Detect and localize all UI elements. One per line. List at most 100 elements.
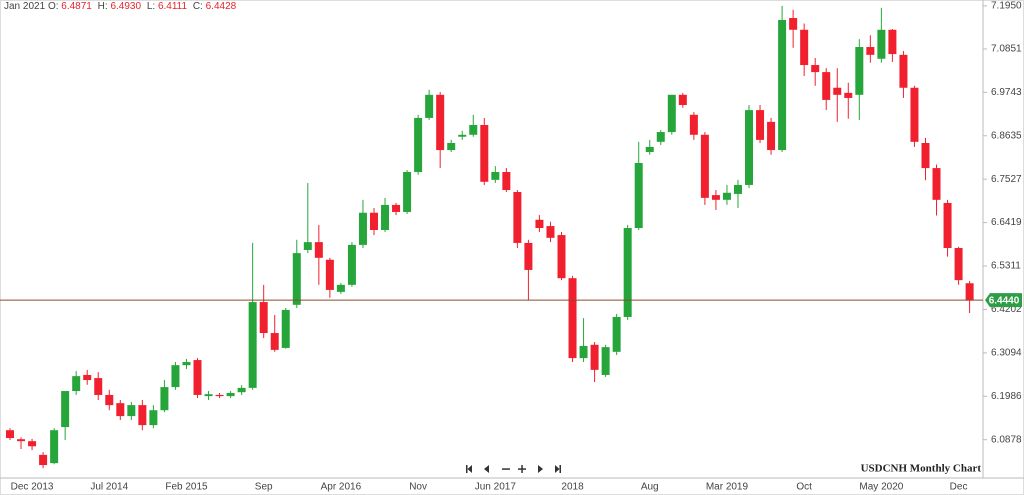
candle-body bbox=[866, 47, 875, 55]
candle-body bbox=[336, 284, 345, 292]
candle-body bbox=[932, 168, 941, 200]
candle-body bbox=[83, 374, 92, 381]
candle-body bbox=[711, 195, 720, 200]
candle-body bbox=[469, 124, 478, 135]
candle-body bbox=[248, 302, 257, 388]
candle-body bbox=[171, 365, 180, 388]
nav-next[interactable] bbox=[538, 465, 543, 473]
candle-body bbox=[700, 134, 709, 198]
candle-body bbox=[403, 172, 412, 212]
nav-prev[interactable] bbox=[484, 465, 489, 473]
field-value: 6.4111 bbox=[157, 1, 188, 12]
candle-body bbox=[149, 410, 158, 426]
candle-body bbox=[733, 184, 742, 194]
candle-body bbox=[425, 94, 434, 118]
x-tick-label: Aug bbox=[641, 482, 659, 493]
y-tick-label: 6.4202 bbox=[991, 304, 1022, 315]
field-value: 6.4428 bbox=[205, 1, 237, 12]
candle-body bbox=[601, 347, 610, 375]
candle-body bbox=[888, 29, 897, 55]
candle-body bbox=[392, 204, 401, 212]
candle-body bbox=[61, 391, 70, 428]
y-tick-label: 6.1986 bbox=[991, 391, 1022, 402]
candle-body bbox=[899, 54, 908, 88]
candle-body bbox=[722, 192, 731, 200]
x-tick-label: Nov bbox=[409, 482, 427, 493]
candle-body bbox=[458, 134, 467, 137]
candle-body bbox=[634, 162, 643, 229]
candle-body bbox=[436, 94, 445, 151]
x-tick-label: Sep bbox=[255, 482, 273, 493]
y-tick-label: 6.5311 bbox=[991, 261, 1021, 272]
candle-body bbox=[546, 226, 555, 238]
y-tick-label: 6.9743 bbox=[991, 87, 1022, 98]
candle-body bbox=[535, 219, 544, 229]
y-tick-label: 6.0878 bbox=[991, 434, 1022, 445]
x-tick-label: Dec bbox=[950, 482, 968, 493]
x-tick-label: Apr 2016 bbox=[321, 482, 362, 493]
x-tick-label: Feb 2015 bbox=[165, 482, 208, 493]
candle-body bbox=[215, 394, 224, 397]
candle-body bbox=[369, 212, 378, 230]
candle-body bbox=[193, 360, 202, 395]
field-key: C: bbox=[192, 1, 203, 12]
candle-body bbox=[325, 259, 334, 290]
candle-body bbox=[524, 242, 533, 270]
candle-body bbox=[358, 212, 367, 245]
candle-body bbox=[800, 29, 809, 66]
x-tick-label: Oct bbox=[796, 482, 812, 493]
nav-buttons bbox=[466, 465, 561, 473]
y-tick-label: 6.6419 bbox=[991, 217, 1022, 228]
candle-body bbox=[72, 376, 81, 392]
candle-body bbox=[292, 253, 301, 305]
candle-body bbox=[745, 110, 754, 185]
y-tick-label: 7.0851 bbox=[991, 44, 1022, 55]
candle-body bbox=[270, 333, 279, 350]
field-value: 6.4871 bbox=[61, 1, 92, 12]
candle-body bbox=[689, 114, 698, 135]
zoom-in[interactable] bbox=[518, 465, 526, 473]
candle-body bbox=[314, 242, 323, 258]
candle-body bbox=[17, 439, 26, 442]
candle-body bbox=[182, 362, 191, 366]
candle-body bbox=[381, 204, 390, 230]
y-tick-label: 6.7527 bbox=[991, 174, 1022, 185]
candle-body bbox=[502, 172, 511, 191]
candle-body bbox=[347, 244, 356, 285]
candle-body bbox=[767, 121, 776, 151]
candle-body bbox=[954, 248, 963, 281]
field-value: 6.4930 bbox=[110, 1, 142, 12]
candle-body bbox=[579, 345, 588, 359]
last-price-label: 6.4440 bbox=[989, 295, 1020, 306]
candle-body bbox=[204, 394, 213, 397]
candle-body bbox=[259, 302, 268, 334]
candle-body bbox=[678, 94, 687, 106]
candle-body bbox=[237, 387, 246, 393]
x-tick-label: May 2020 bbox=[859, 482, 903, 493]
candle-body bbox=[656, 132, 665, 142]
y-tick-label: 6.3094 bbox=[991, 347, 1022, 358]
candle-body bbox=[28, 441, 37, 447]
candle-body bbox=[778, 19, 787, 151]
candle-body bbox=[557, 235, 566, 279]
candle-body bbox=[855, 47, 864, 95]
nav-first[interactable] bbox=[466, 465, 472, 473]
candle-body bbox=[94, 378, 103, 395]
candle-body bbox=[116, 403, 125, 417]
candle-body bbox=[160, 387, 169, 411]
field-key: L: bbox=[146, 1, 156, 12]
candle-body bbox=[612, 316, 621, 352]
x-tick-label: 2018 bbox=[561, 482, 584, 493]
candle-body bbox=[6, 430, 14, 439]
zoom-out[interactable] bbox=[502, 468, 510, 470]
nav-last[interactable] bbox=[555, 465, 561, 473]
candle-body bbox=[811, 65, 820, 73]
candle-body bbox=[303, 242, 312, 250]
candle-body bbox=[877, 29, 886, 59]
candle-body bbox=[568, 278, 577, 359]
candle-body bbox=[844, 92, 853, 98]
x-tick-label: Jul 2014 bbox=[90, 482, 128, 493]
candle-body bbox=[921, 143, 930, 169]
